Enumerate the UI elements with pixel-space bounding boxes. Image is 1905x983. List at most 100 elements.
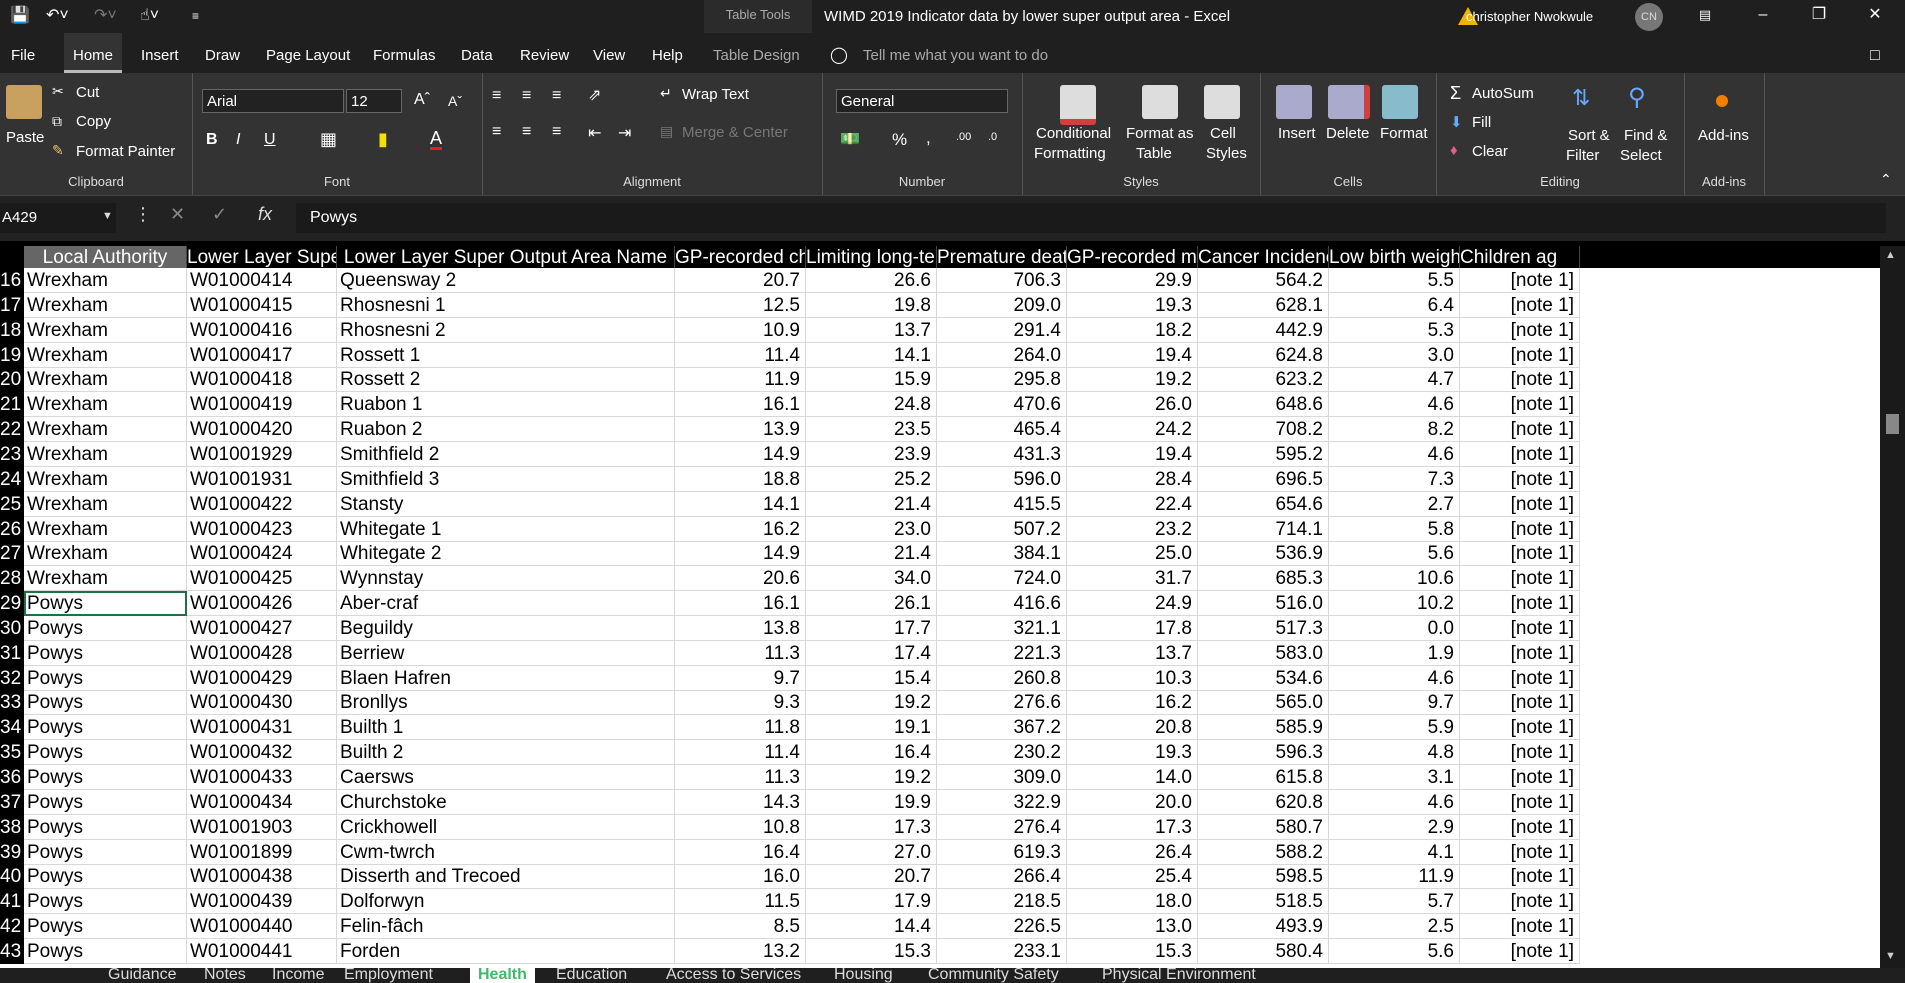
row-number[interactable]: 27 <box>0 541 24 567</box>
sheet-tab[interactable]: Housing <box>834 968 893 983</box>
table-cell[interactable]: [note 1] <box>1460 268 1580 293</box>
table-cell[interactable]: [note 1] <box>1460 839 1580 865</box>
table-cell[interactable]: 23.5 <box>806 417 937 443</box>
table-cell[interactable]: 17.7 <box>806 615 937 641</box>
name-box[interactable]: A429 <box>0 203 116 233</box>
row-number[interactable]: 32 <box>0 665 24 691</box>
table-cell[interactable]: 517.3 <box>1198 615 1329 641</box>
insert-function-icon[interactable]: fx <box>258 204 273 224</box>
table-cell[interactable]: 8.2 <box>1329 417 1460 443</box>
table-cell[interactable]: [note 1] <box>1460 914 1580 940</box>
table-cell[interactable]: 493.9 <box>1198 914 1329 940</box>
row-number[interactable]: 31 <box>0 640 24 666</box>
more-options-icon[interactable]: ⋮ <box>134 204 152 224</box>
grow-font-icon[interactable]: Aˆ <box>414 91 430 108</box>
table-cell[interactable]: 20.7 <box>675 268 806 293</box>
table-cell[interactable]: Wrexham <box>24 317 187 343</box>
format-cells-icon[interactable] <box>1382 85 1418 119</box>
table-cell[interactable]: 26.1 <box>806 591 937 617</box>
table-cell[interactable]: 648.6 <box>1198 392 1329 418</box>
table-cell[interactable]: Berriew <box>337 640 675 666</box>
table-cell[interactable]: 13.9 <box>675 417 806 443</box>
avatar[interactable]: CN <box>1635 3 1663 31</box>
table-cell[interactable]: W01000429 <box>187 665 337 691</box>
table-cell[interactable]: Beguildy <box>337 615 675 641</box>
row-number[interactable]: 19 <box>0 342 24 368</box>
merge-center-button[interactable]: Merge & Center <box>682 124 788 141</box>
table-cell[interactable]: 13.8 <box>675 615 806 641</box>
table-cell[interactable]: [note 1] <box>1460 889 1580 915</box>
row-number[interactable]: 41 <box>0 889 24 915</box>
table-cell[interactable]: 19.4 <box>1067 441 1198 467</box>
column-header[interactable]: GP-recorded chro <box>675 246 806 268</box>
table-cell[interactable]: W01000434 <box>187 789 337 815</box>
table-cell[interactable]: 13.7 <box>1067 640 1198 666</box>
cell-styles-label[interactable]: Styles <box>1206 145 1247 162</box>
shrink-font-icon[interactable]: Aˇ <box>448 93 462 109</box>
table-cell[interactable]: 598.5 <box>1198 864 1329 890</box>
align-center-icon[interactable]: ≡ <box>522 123 532 140</box>
table-cell[interactable]: 19.2 <box>806 690 937 716</box>
table-cell[interactable]: 4.8 <box>1329 740 1460 766</box>
table-cell[interactable]: Wrexham <box>24 491 187 517</box>
table-cell[interactable]: 291.4 <box>937 317 1067 343</box>
table-cell[interactable]: Wrexham <box>24 292 187 318</box>
sheet-tab[interactable]: Community Safety <box>928 968 1059 983</box>
delete-cells-icon[interactable] <box>1328 85 1370 119</box>
table-cell[interactable]: [note 1] <box>1460 367 1580 393</box>
sheet-tab[interactable]: Physical Environment <box>1102 968 1256 983</box>
table-cell[interactable]: 16.2 <box>675 516 806 542</box>
italic-button[interactable]: I <box>236 131 241 148</box>
table-cell[interactable]: 583.0 <box>1198 640 1329 666</box>
format-as-table-label[interactable]: Table <box>1136 145 1172 162</box>
column-header[interactable]: Lower Layer Super Output Area Name <box>337 246 675 268</box>
table-cell[interactable]: [note 1] <box>1460 740 1580 766</box>
sheet-tab[interactable]: Education <box>556 968 628 983</box>
table-cell[interactable]: 2.9 <box>1329 814 1460 840</box>
column-header[interactable]: Limiting long-term <box>806 246 937 268</box>
table-cell[interactable]: Whitegate 2 <box>337 541 675 567</box>
table-cell[interactable]: 367.2 <box>937 715 1067 741</box>
table-cell[interactable]: 0.0 <box>1329 615 1460 641</box>
vertical-scrollbar[interactable]: ▲ ▼ <box>1880 246 1905 968</box>
table-cell[interactable]: Wrexham <box>24 367 187 393</box>
table-cell[interactable]: [note 1] <box>1460 466 1580 492</box>
table-cell[interactable]: Rhosnesni 1 <box>337 292 675 318</box>
table-cell[interactable]: 620.8 <box>1198 789 1329 815</box>
table-cell[interactable]: Queensway 2 <box>337 268 675 293</box>
table-cell[interactable]: Powys <box>24 665 187 691</box>
tab-page-layout[interactable]: Page Layout <box>266 47 351 64</box>
table-cell[interactable]: 266.4 <box>937 864 1067 890</box>
table-cell[interactable]: Wrexham <box>24 392 187 418</box>
table-cell[interactable]: W01000439 <box>187 889 337 915</box>
table-cell[interactable]: W01000425 <box>187 566 337 592</box>
tab-draw[interactable]: Draw <box>205 47 241 64</box>
table-cell[interactable]: 9.3 <box>675 690 806 716</box>
tab-help[interactable]: Help <box>652 47 683 64</box>
sheet-tab[interactable]: Health <box>470 968 535 983</box>
table-cell[interactable]: [note 1] <box>1460 491 1580 517</box>
table-cell[interactable]: 654.6 <box>1198 491 1329 517</box>
column-header[interactable]: Low birth weight ( <box>1329 246 1460 268</box>
table-cell[interactable]: 11.9 <box>675 367 806 393</box>
table-cell[interactable]: 11.5 <box>675 889 806 915</box>
select-all-corner[interactable] <box>0 246 24 268</box>
table-cell[interactable]: Powys <box>24 889 187 915</box>
align-bottom-icon[interactable]: ≡ <box>552 87 562 104</box>
table-cell[interactable]: [note 1] <box>1460 789 1580 815</box>
table-cell[interactable]: 7.3 <box>1329 466 1460 492</box>
conditional-formatting-label[interactable]: Formatting <box>1034 145 1106 162</box>
table-cell[interactable]: 628.1 <box>1198 292 1329 318</box>
table-cell[interactable]: [note 1] <box>1460 317 1580 343</box>
table-cell[interactable]: 25.0 <box>1067 541 1198 567</box>
table-cell[interactable]: 20.0 <box>1067 789 1198 815</box>
table-cell[interactable]: 431.3 <box>937 441 1067 467</box>
row-number[interactable]: 23 <box>0 441 24 467</box>
table-cell[interactable]: 585.9 <box>1198 715 1329 741</box>
table-cell[interactable]: W01000440 <box>187 914 337 940</box>
row-number[interactable]: 21 <box>0 392 24 418</box>
table-cell[interactable]: Churchstoke <box>337 789 675 815</box>
formula-input[interactable]: Powys <box>296 203 1886 233</box>
cell-styles-button[interactable]: Cell <box>1210 125 1236 142</box>
table-cell[interactable]: 6.4 <box>1329 292 1460 318</box>
